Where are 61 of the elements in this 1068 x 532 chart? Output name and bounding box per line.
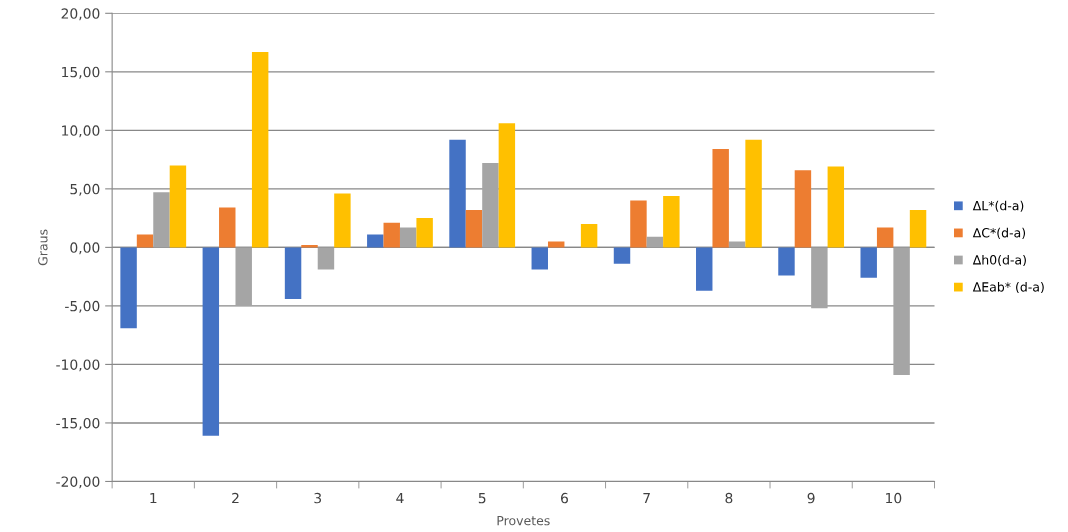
x-tick-label: 10	[886, 492, 902, 504]
bar	[169, 165, 187, 248]
x-tick-label: 7	[643, 493, 650, 504]
bar	[696, 247, 713, 291]
bar	[251, 51, 269, 248]
y-tick-label: 20,00	[61, 8, 100, 21]
bar	[202, 247, 220, 436]
y-tick-label: 0,00	[70, 242, 100, 255]
x-tick-label: 5	[478, 493, 486, 504]
bar	[416, 218, 433, 248]
y-axis-title: Graus	[38, 229, 48, 266]
legend-label: ΔEab* (d-a)	[972, 281, 1044, 294]
x-tick-label: 6	[560, 492, 568, 504]
legend-label: Δh0(d-a)	[972, 254, 1026, 267]
bar	[613, 247, 631, 264]
bar	[860, 247, 877, 278]
bar	[663, 195, 680, 248]
bar	[153, 192, 170, 248]
bar	[219, 207, 236, 248]
bar	[334, 193, 351, 248]
bar	[367, 234, 384, 248]
bar	[794, 170, 812, 248]
x-tick-label: 2	[232, 492, 239, 504]
bar	[811, 247, 828, 309]
bar	[498, 123, 516, 248]
bar	[531, 247, 548, 270]
bar	[465, 209, 483, 248]
bar	[317, 247, 335, 270]
bar	[383, 222, 400, 248]
bar	[482, 163, 499, 248]
x-tick-label: 3	[314, 492, 322, 504]
bar	[399, 227, 417, 248]
bar	[136, 234, 154, 248]
legend-label: ΔL*(d-a)	[972, 200, 1024, 212]
y-tick-label: -20,00	[56, 476, 100, 489]
bar	[827, 166, 845, 248]
x-tick-label: 8	[725, 492, 733, 504]
x-tick-label: 9	[807, 492, 815, 504]
y-tick-label: 15,00	[62, 66, 100, 79]
bar	[235, 247, 252, 306]
y-tick-label: -10,00	[56, 359, 100, 372]
bar	[712, 149, 729, 248]
y-tick-label: -15,00	[56, 417, 100, 430]
y-tick-label: -5,00	[65, 300, 100, 313]
x-axis-title: Provetes	[497, 516, 550, 526]
legend-label: ΔC*(d-a)	[972, 227, 1026, 239]
x-tick-label: 4	[396, 493, 404, 504]
bar	[909, 209, 927, 248]
bar	[778, 247, 795, 276]
bar	[646, 236, 664, 248]
bar	[580, 223, 598, 248]
bar	[876, 227, 894, 248]
bar	[449, 139, 466, 248]
y-tick-label: 5,00	[70, 183, 100, 196]
bar	[284, 247, 302, 299]
bar	[893, 247, 910, 375]
bar	[630, 200, 647, 248]
x-tick-label: 1	[150, 493, 157, 504]
bar	[120, 247, 137, 329]
bar	[745, 139, 762, 248]
y-tick-label: 10,00	[62, 125, 100, 138]
